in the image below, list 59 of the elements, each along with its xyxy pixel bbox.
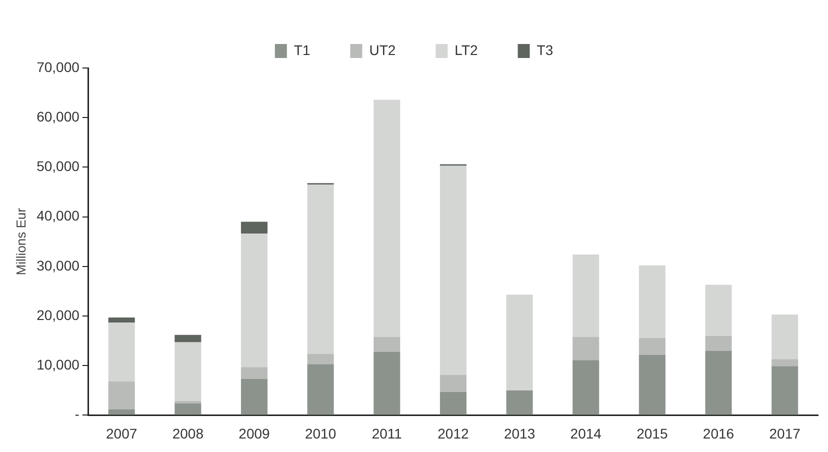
- legend-label: T1: [294, 42, 310, 58]
- x-tick-label: 2009: [238, 425, 270, 442]
- bar: [572, 254, 600, 337]
- bar: [240, 222, 268, 234]
- x-tick-label: 2008: [172, 425, 204, 442]
- bar: [108, 322, 135, 382]
- legend-label: LT2: [454, 42, 478, 58]
- bar: [374, 336, 400, 352]
- legend-label: UT2: [369, 42, 396, 58]
- x-tick-label: 2016: [702, 425, 734, 442]
- bar: [374, 352, 400, 415]
- bar: [240, 378, 268, 415]
- bar: [307, 354, 334, 364]
- bar: [174, 403, 202, 415]
- y-tick-label: 20,000: [36, 306, 80, 323]
- bar: [705, 350, 732, 415]
- y-tick-label: 40,000: [36, 208, 80, 224]
- x-tick-label: 2015: [636, 425, 668, 442]
- bar: [440, 166, 466, 376]
- bar: [772, 366, 798, 415]
- bar: [638, 354, 666, 415]
- x-tick-label: 2011: [372, 425, 402, 442]
- bar: [572, 360, 600, 415]
- x-tick-label: 2010: [304, 425, 336, 442]
- bar: [705, 284, 732, 336]
- y-tick-label: 30,000: [36, 257, 80, 274]
- bar: [108, 317, 135, 322]
- bar: [572, 336, 600, 360]
- bar: [174, 400, 202, 404]
- y-tick-label: 10,000: [36, 356, 80, 372]
- bar: [240, 367, 268, 379]
- bar: [307, 364, 334, 415]
- y-tick-label: -: [74, 406, 80, 422]
- bar: [174, 334, 202, 342]
- x-tick-label: 2017: [769, 425, 801, 442]
- bar: [174, 342, 202, 401]
- x-tick-label: 2013: [504, 425, 536, 442]
- bar: [374, 100, 400, 337]
- bar: [307, 184, 334, 354]
- y-tick-label: 50,000: [36, 158, 80, 174]
- bar: [772, 314, 798, 360]
- bar: [506, 294, 533, 390]
- bar: [108, 409, 135, 415]
- bar: [705, 336, 732, 351]
- bar: [440, 392, 466, 415]
- y-tick-label: 60,000: [36, 108, 80, 124]
- bar: [638, 338, 666, 355]
- x-tick-label: 2007: [106, 425, 138, 442]
- bar: [108, 381, 135, 410]
- x-tick-label: 2012: [438, 425, 469, 442]
- y-tick-label: 70,000: [36, 58, 80, 75]
- bar: [240, 234, 268, 368]
- bar: [440, 375, 466, 392]
- bar: [638, 265, 666, 338]
- bar: [506, 390, 533, 415]
- legend-label: T3: [536, 42, 554, 58]
- y-axis-title: Millions Eur: [13, 207, 28, 276]
- x-tick-label: 2014: [570, 425, 602, 442]
- bar: [772, 359, 798, 366]
